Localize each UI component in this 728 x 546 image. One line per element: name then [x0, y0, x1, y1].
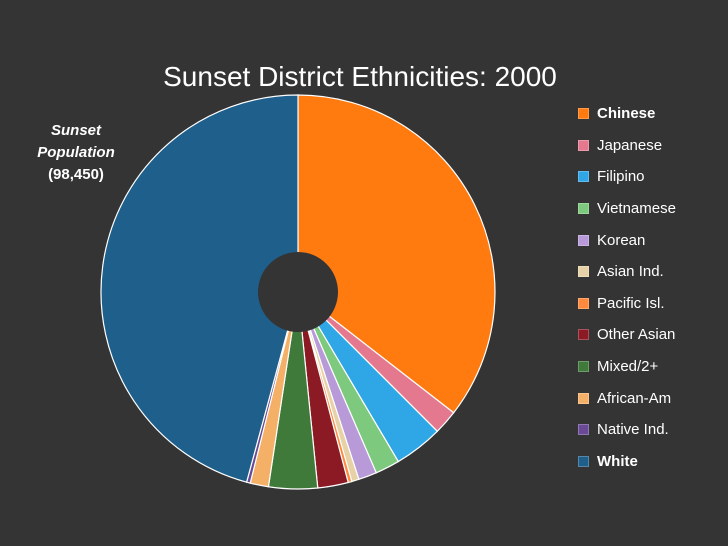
legend-item-white: White: [578, 446, 728, 478]
legend-label-filipino: Filipino: [597, 168, 645, 186]
legend-item-african-am: African-Am: [578, 382, 728, 414]
legend-swatch-vietnamese: [578, 203, 589, 215]
legend-item-japanese: Japanese: [578, 130, 728, 162]
legend-label-korean: Korean: [597, 231, 646, 249]
legend-label-pacific-isl: Pacific Isl.: [597, 294, 665, 312]
population-label: Sunset Population (98,450): [26, 120, 126, 186]
legend-item-mixed-2: Mixed/2+: [578, 351, 728, 383]
pie-slice-white: [100, 94, 299, 483]
legend-swatch-korean: [578, 234, 589, 246]
population-label-line1: Sunset: [50, 122, 101, 139]
legend-label-mixed-2: Mixed/2+: [597, 358, 659, 376]
legend-swatch-japanese: [578, 139, 589, 151]
legend-swatch-pacific-isl: [578, 297, 589, 309]
legend-label-native-ind: Native Ind.: [597, 421, 669, 439]
legend-label-asian-ind: Asian Ind.: [597, 263, 664, 281]
legend-item-chinese: Chinese: [578, 98, 728, 130]
legend-swatch-african-am: [578, 392, 589, 404]
population-label-line2: Population: [37, 144, 115, 161]
legend-label-other-asian: Other Asian: [597, 326, 676, 344]
legend-swatch-native-ind: [578, 424, 589, 436]
chart-title-line1: Sunset District Ethnicities: 2000: [163, 61, 557, 92]
legend-label-chinese: Chinese: [597, 105, 656, 123]
legend-swatch-mixed-2: [578, 361, 589, 373]
legend-item-korean: Korean: [578, 224, 728, 256]
legend: Chinese Japanese Filipino Vietnamese Korean A…: [578, 98, 728, 477]
legend-item-vietnamese: Vietnamese: [578, 193, 728, 225]
donut-hole: [258, 252, 338, 332]
legend-item-pacific-isl: Pacific Isl.: [578, 288, 728, 320]
legend-item-filipino: Filipino: [578, 161, 728, 193]
population-label-line3: (98,450): [48, 166, 104, 183]
legend-label-japanese: Japanese: [597, 136, 663, 154]
legend-label-white: White: [597, 452, 638, 470]
legend-swatch-asian-ind: [578, 266, 589, 278]
legend-swatch-other-asian: [578, 329, 589, 341]
legend-label-african-am: African-Am: [597, 389, 672, 407]
legend-label-vietnamese: Vietnamese: [597, 200, 676, 218]
pie-slice-chinese: [297, 94, 496, 414]
legend-item-native-ind: Native Ind.: [578, 414, 728, 446]
legend-swatch-white: [578, 455, 589, 467]
legend-swatch-filipino: [578, 171, 589, 183]
legend-item-asian-ind: Asian Ind.: [578, 256, 728, 288]
legend-swatch-chinese: [578, 108, 589, 120]
legend-item-other-asian: Other Asian: [578, 319, 728, 351]
